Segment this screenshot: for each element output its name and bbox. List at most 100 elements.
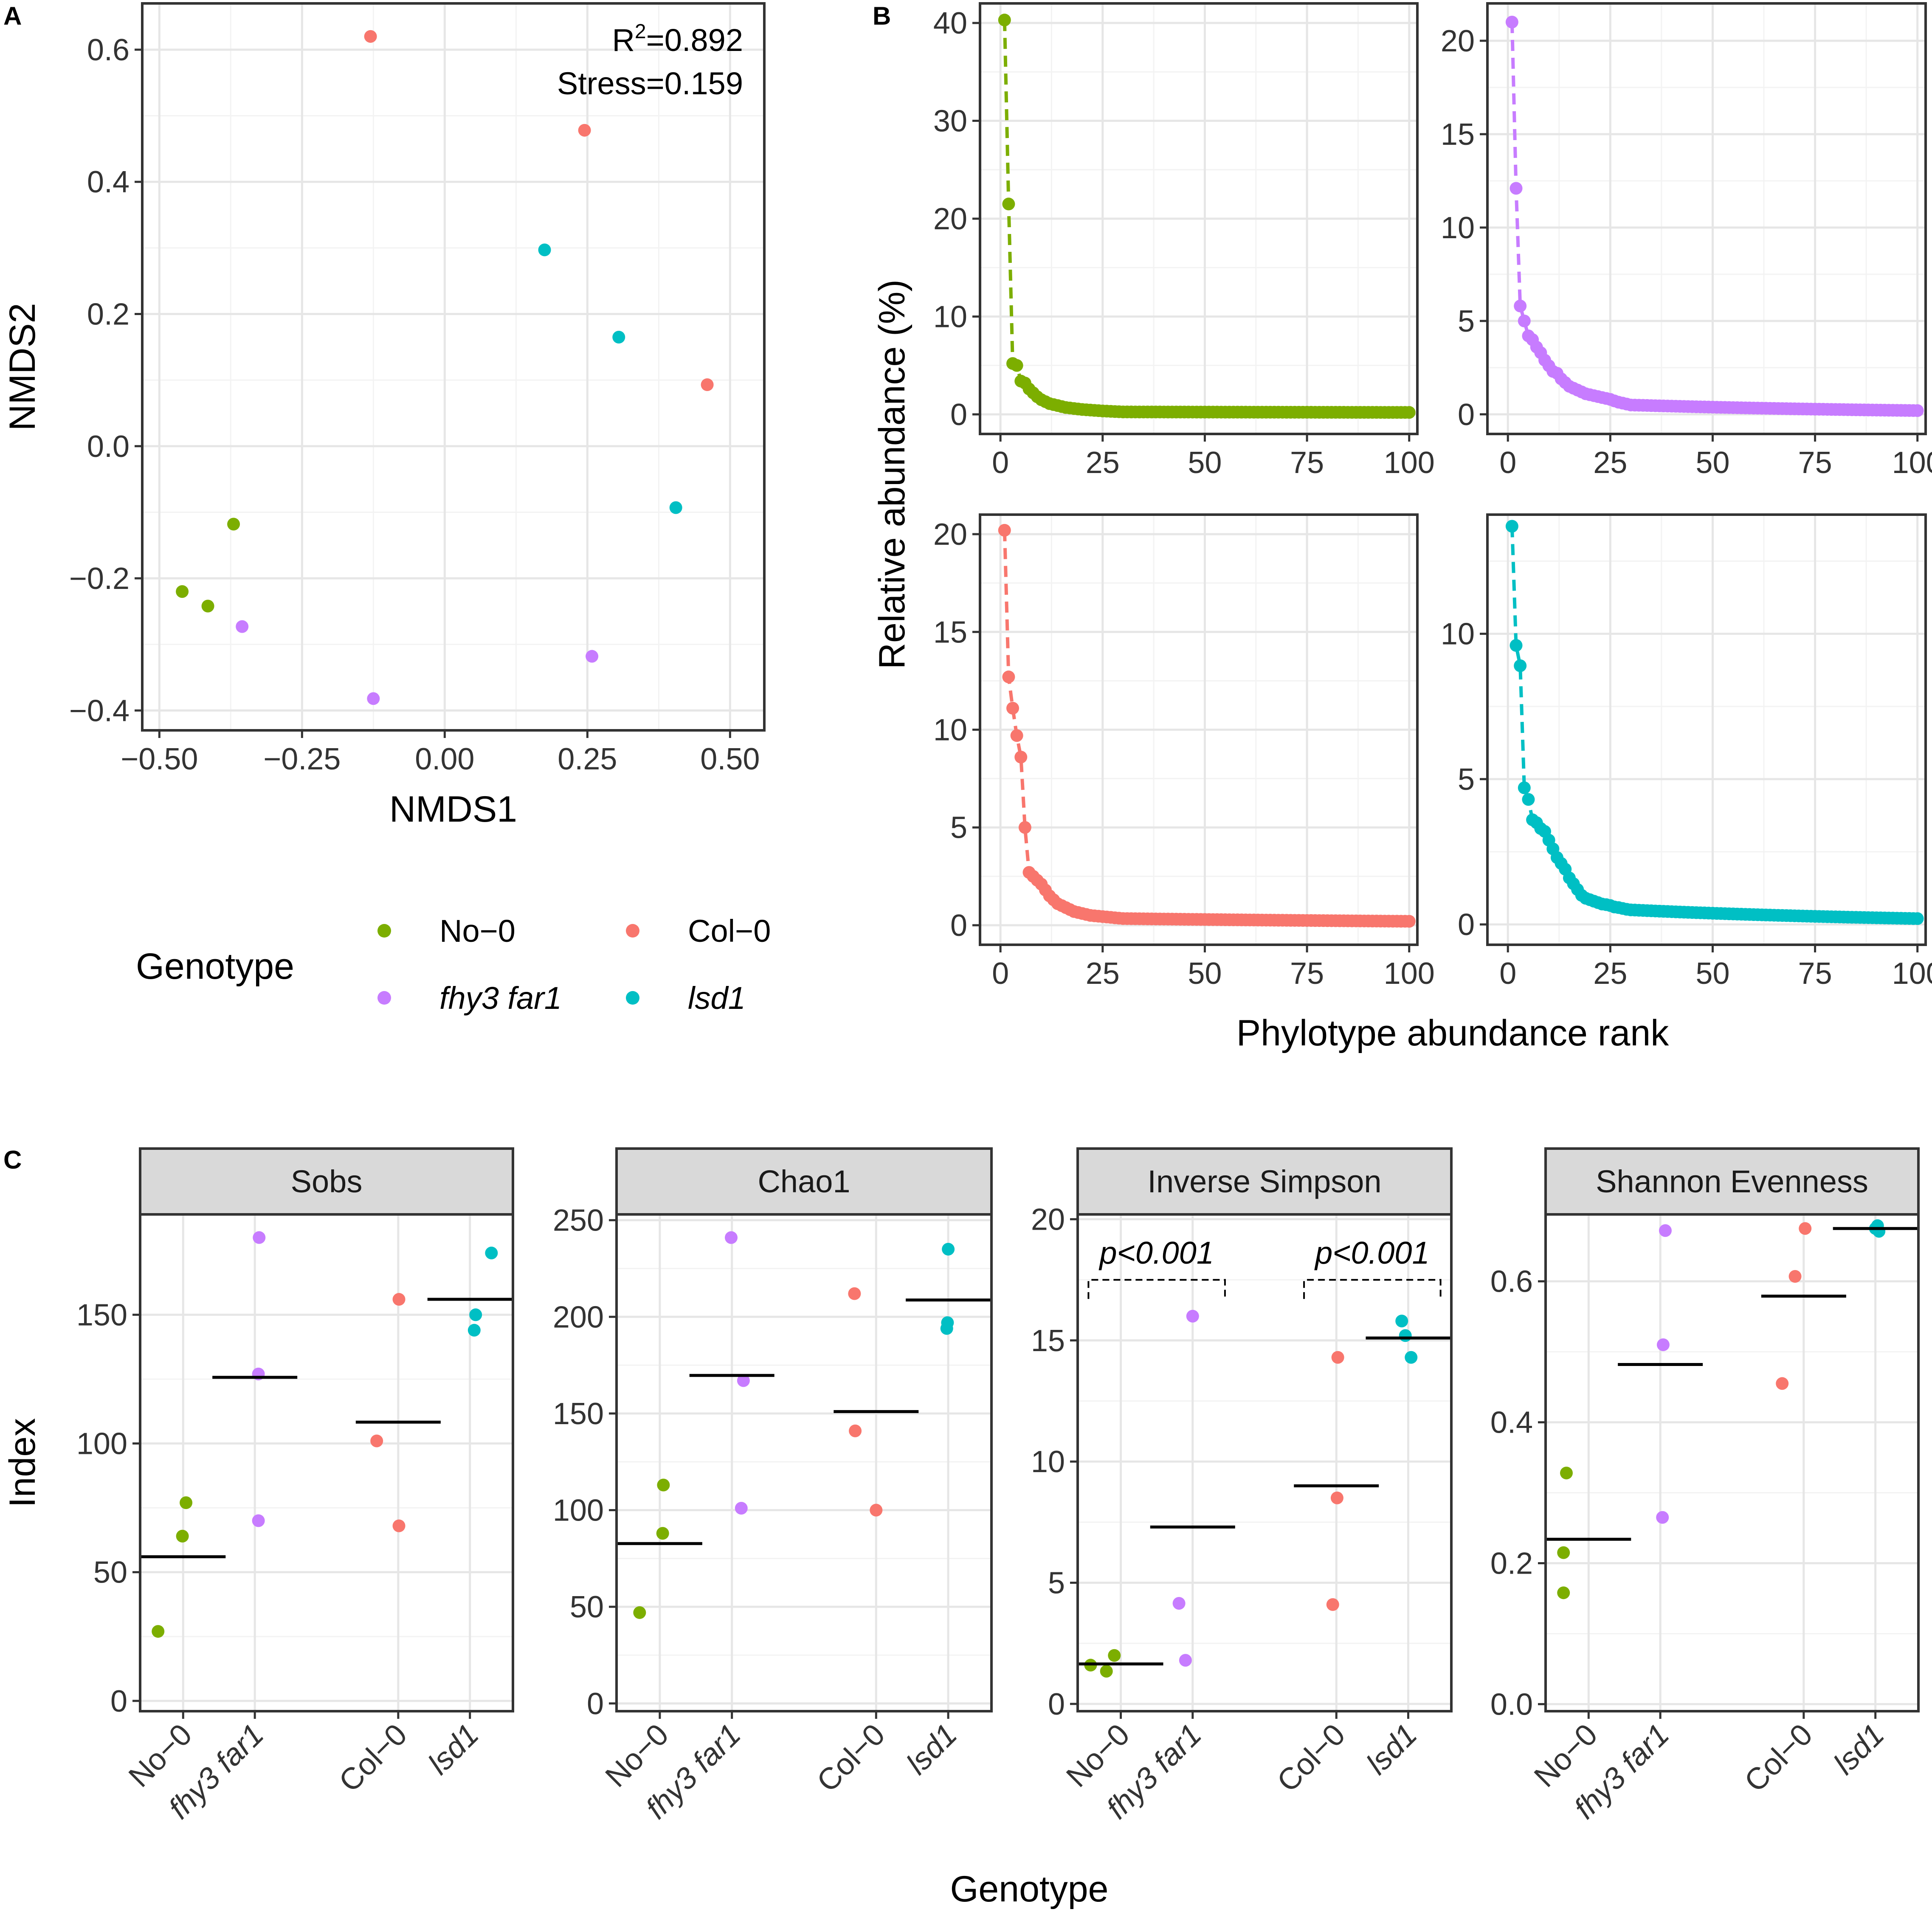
plot-background: [1546, 1214, 1918, 1711]
rank-point: [1006, 701, 1020, 715]
index-point: [940, 1322, 953, 1335]
index-point: [735, 1501, 748, 1515]
y-tick-label: 0.0: [1490, 1687, 1533, 1721]
rank-point: [998, 14, 1011, 27]
plot-background: [142, 3, 764, 730]
x-tick-label: 50: [1188, 957, 1222, 991]
plot-border: [979, 513, 1419, 946]
legend-key-dot: [626, 924, 639, 938]
x-tick-label: 100: [1892, 957, 1932, 991]
y-tick-label: 10: [1441, 617, 1475, 651]
plot-background: [1487, 515, 1926, 945]
rank-point: [1403, 915, 1416, 928]
legend-label: fhy3 far1: [439, 980, 562, 1016]
nmds-point: [538, 243, 551, 256]
nmds-point: [236, 620, 249, 633]
facet-title: Inverse Simpson: [1147, 1164, 1381, 1199]
index-point: [1659, 1224, 1672, 1237]
y-tick-label: 0: [110, 1684, 127, 1718]
rank-panel-col-0: 0 25 50 75 100 0 5 10 15 20: [933, 513, 1435, 991]
index-point: [1108, 1649, 1121, 1662]
x-tick-label: 100: [1384, 446, 1435, 480]
y-tick-label: 5: [1048, 1566, 1065, 1600]
rank-point: [1514, 299, 1527, 313]
index-point: [724, 1231, 738, 1244]
index-point: [1172, 1597, 1186, 1610]
y-tick-label: 0: [1458, 908, 1475, 942]
x-tick-label: 100: [1384, 957, 1435, 991]
facet-title: Sobs: [291, 1164, 363, 1199]
panel-label-b: B: [873, 2, 891, 30]
x-tick-label: 25: [1593, 446, 1627, 480]
rank-point: [1403, 406, 1416, 419]
significance-label: p<0.001: [1098, 1235, 1214, 1270]
r2-letter: R: [612, 23, 634, 58]
nmds-point: [612, 330, 625, 344]
index-point: [1873, 1225, 1886, 1238]
y-tick-label: 10: [1441, 211, 1475, 245]
index-point: [469, 1308, 482, 1321]
index-point: [737, 1374, 750, 1387]
index-point: [1788, 1270, 1802, 1283]
rank-point: [1518, 314, 1531, 327]
y-tick-label: 200: [553, 1300, 604, 1334]
rank-point: [1010, 729, 1023, 742]
rank-point: [1002, 197, 1015, 211]
y-tick-label: 10: [933, 300, 967, 334]
index-point: [1186, 1310, 1199, 1323]
legend-key-dot: [626, 991, 639, 1005]
index-point: [1560, 1467, 1573, 1480]
rank-point: [1522, 793, 1535, 806]
x-tick-label: 25: [1086, 446, 1120, 480]
r2-annotation: R2=0.892: [612, 20, 743, 58]
plot-background: [1487, 3, 1926, 434]
legend-key-dot: [377, 991, 391, 1005]
facet-title: Shannon Evenness: [1596, 1164, 1868, 1199]
x-tick-label: 25: [1593, 957, 1627, 991]
y-tick-label: −0.2: [69, 562, 130, 596]
x-tick-label: 75: [1798, 957, 1832, 991]
rank-point: [1510, 182, 1523, 195]
plot-border: [1544, 1213, 1920, 1712]
index-point: [1799, 1222, 1812, 1235]
x-tick-label: 0.25: [558, 742, 617, 776]
rank-point: [998, 524, 1011, 537]
y-tick-label: 100: [553, 1494, 604, 1528]
index-point: [468, 1324, 481, 1337]
index-point: [485, 1246, 498, 1259]
y-tick-label: 0.6: [87, 33, 130, 67]
y-tick-label: 250: [553, 1204, 604, 1238]
plot-background: [617, 1214, 991, 1711]
rank-panel-no-0: 0 25 50 75 100 0 10 20 30 40: [933, 2, 1435, 480]
y-tick-label: 0.6: [1490, 1265, 1533, 1299]
rank-point: [1911, 404, 1924, 417]
y-tick-label: 20: [933, 518, 967, 552]
y-tick-label: 0: [587, 1687, 604, 1721]
rank-point: [1518, 781, 1531, 794]
index-point: [1656, 1511, 1669, 1524]
y-tick-label: 50: [93, 1556, 127, 1590]
x-tick-label: 0.50: [700, 742, 760, 776]
y-tick-label: 0.2: [1490, 1546, 1533, 1580]
legend-label: lsd1: [688, 980, 746, 1016]
x-tick-label: −0.25: [263, 742, 341, 776]
nmds-point: [364, 30, 377, 43]
rank-point: [1514, 659, 1527, 672]
index-point: [1395, 1315, 1408, 1328]
x-axis-title: NMDS1: [389, 789, 517, 830]
y-tick-label: 30: [933, 104, 967, 138]
y-tick-label: 15: [1031, 1324, 1065, 1358]
legend-label: No−0: [439, 913, 515, 949]
x-tick-label: 25: [1086, 957, 1120, 991]
nmds-point: [586, 650, 599, 663]
index-point: [1557, 1546, 1570, 1559]
index-point: [1399, 1329, 1412, 1342]
facet-strip: [615, 1147, 993, 1216]
index-point: [1557, 1586, 1570, 1600]
nmds-point: [578, 124, 591, 137]
x-tick-label: 0: [1499, 446, 1516, 480]
index-point: [176, 1529, 189, 1543]
index-point: [392, 1519, 406, 1532]
nmds-point: [176, 585, 189, 598]
index-point: [1405, 1351, 1418, 1364]
